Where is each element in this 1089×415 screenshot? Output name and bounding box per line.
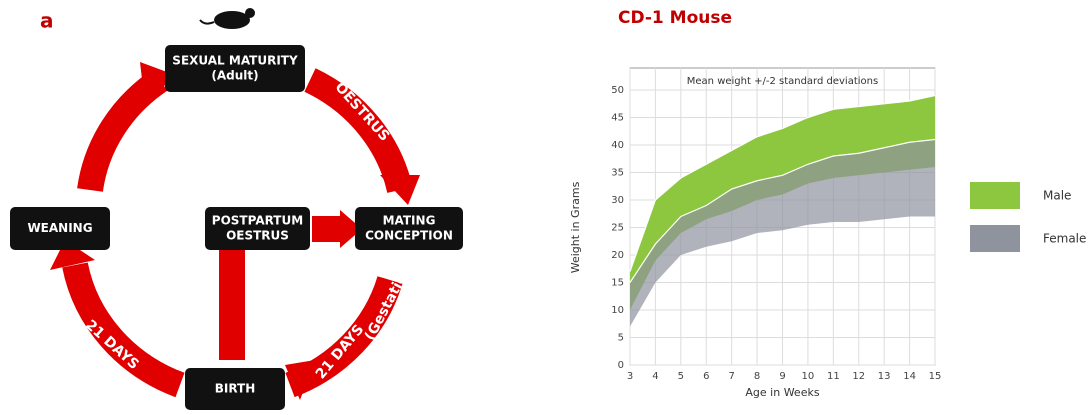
x-tick-label: 9 [779,371,785,382]
y-axis-label: Weight in Grams [569,181,582,273]
y-tick-label: 30 [611,195,624,206]
y-tick-label: 15 [611,278,624,289]
node-label: OESTRUS [226,229,289,243]
node-label: MATING [383,214,436,228]
chart-title: CD-1 Mouse [618,8,732,28]
mouse-icon [199,8,255,29]
x-tick-label: 14 [903,371,916,382]
x-tick-label: 7 [728,371,734,382]
band-area [630,139,935,327]
panel-label: a [40,9,54,33]
node-box [165,45,305,92]
legend-label: Female [1043,232,1086,246]
legend-swatch [970,182,1020,209]
x-tick-label: 11 [827,371,840,382]
chart-subtitle: Mean weight +/-2 standard deviations [687,76,878,87]
legend-swatch [970,225,1020,252]
x-tick-label: 6 [703,371,709,382]
y-tick-label: 20 [611,250,624,261]
y-tick-label: 25 [611,223,624,234]
node-label: BIRTH [215,382,256,396]
y-tick-label: 0 [618,360,624,371]
x-tick-label: 10 [802,371,815,382]
band-edge [629,138,936,283]
band-area [630,95,935,310]
node-box [355,207,463,250]
x-tick-label: 5 [678,371,684,382]
node-label: CONCEPTION [365,229,453,243]
x-tick-label: 12 [852,371,865,382]
node-label: POSTPARTUM [212,214,303,228]
node-box [185,368,285,410]
x-tick-label: 3 [627,371,633,382]
nodes: SEXUAL MATURITY(Adult) WEANING POSTPARTUMO… [10,45,463,410]
x-tick-label: 15 [929,371,942,382]
x-axis-label: Age in Weeks [745,386,819,399]
y-tick-label: 35 [611,168,624,179]
legend-label: Male [1043,189,1071,203]
y-tick-label: 40 [611,140,624,151]
node-label: SEXUAL MATURITY [172,54,298,68]
x-tick-label: 4 [652,371,658,382]
y-tick-label: 45 [611,113,624,124]
node-label: WEANING [27,221,92,235]
node-box [205,207,310,250]
x-tick-label: 8 [754,371,760,382]
y-tick-label: 5 [618,333,624,344]
node-label: (Adult) [211,69,258,83]
x-tick-label: 13 [878,371,891,382]
node-box [10,207,110,250]
y-tick-label: 50 [611,85,624,96]
y-tick-label: 10 [611,305,624,316]
band-edge [629,94,936,272]
